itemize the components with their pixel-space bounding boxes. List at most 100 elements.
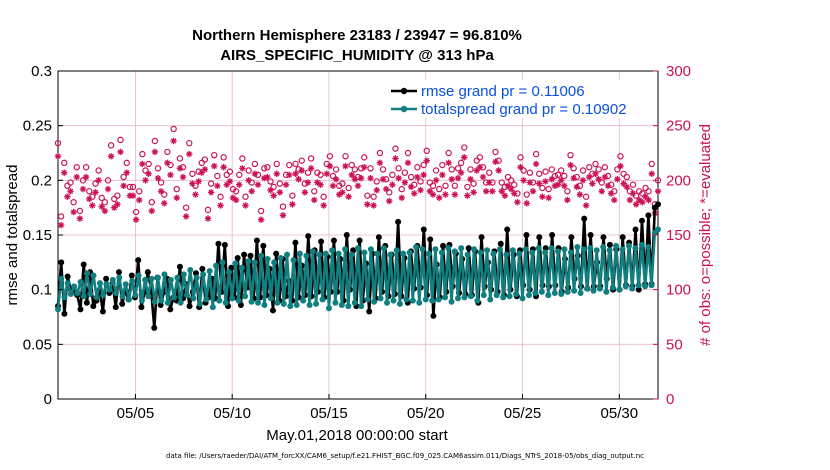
possible-obs-marker: [486, 169, 493, 176]
rmse-point: [167, 306, 174, 313]
asterisk-stroke: [483, 188, 489, 194]
evaluated-obs-marker: [317, 181, 324, 188]
rmse-point: [58, 259, 65, 266]
asterisk-stroke: [370, 202, 377, 209]
asterisk-stroke: [102, 208, 108, 214]
legend-spread-label: totalspread grand pr = 0.10902: [421, 101, 627, 118]
possible-obs-marker: [557, 167, 565, 174]
asterisk-stroke: [136, 197, 142, 203]
evaluated-obs-marker: [270, 192, 277, 199]
asterisk-stroke: [358, 175, 364, 181]
evaluated-obs-marker: [517, 164, 524, 171]
possible-obs-marker: [64, 182, 71, 189]
spread-point: [616, 286, 623, 293]
spread-point: [629, 285, 636, 292]
evaluated-obs-marker: [242, 202, 249, 209]
left-tick-label: 0.15: [23, 227, 52, 244]
evaluated-obs-marker: [392, 155, 399, 162]
evaluated-obs-marker: [79, 185, 87, 193]
asterisk-stroke: [605, 183, 611, 189]
rmse-point: [99, 308, 106, 315]
possible-obs-marker: [526, 169, 534, 176]
asterisk-stroke: [80, 186, 86, 192]
rmse-point: [186, 303, 193, 310]
spread-point: [222, 299, 229, 306]
evaluated-obs-marker: [179, 173, 187, 181]
asterisk-stroke: [511, 190, 517, 197]
spread-point: [138, 297, 145, 304]
asterisk-stroke: [442, 191, 449, 198]
asterisk-stroke: [349, 172, 355, 178]
spread-point: [229, 295, 236, 302]
evaluated-obs-marker: [398, 194, 405, 202]
spread-point: [632, 245, 639, 252]
evaluated-obs-marker: [292, 170, 299, 177]
asterisk-stroke: [61, 169, 67, 176]
evaluated-obs-marker: [579, 177, 587, 184]
left-tick-label: 0.3: [31, 63, 52, 80]
evaluated-obs-marker: [520, 177, 527, 184]
spread-point: [167, 276, 174, 283]
evaluated-obs-marker: [295, 176, 302, 183]
evaluated-obs-marker: [564, 196, 571, 204]
spread-point: [503, 251, 510, 258]
spread-point: [319, 296, 326, 303]
spread-point: [422, 296, 429, 303]
evaluated-obs-marker: [548, 176, 555, 183]
rmse-point: [234, 254, 241, 261]
asterisk-stroke: [633, 201, 639, 208]
evaluated-obs-marker: [645, 196, 652, 204]
asterisk-stroke: [152, 149, 158, 155]
evaluated-obs-marker: [479, 173, 487, 181]
evaluated-obs-marker: [167, 171, 174, 179]
possible-obs-marker: [226, 168, 234, 175]
evaluated-obs-marker: [301, 189, 309, 196]
spread-point: [100, 292, 107, 299]
asterisk-stroke: [333, 176, 339, 182]
rmse-point: [542, 245, 549, 252]
spread-point: [151, 298, 158, 305]
asterisk-stroke: [158, 188, 164, 194]
possible-obs-marker: [126, 183, 134, 191]
asterisk-stroke: [324, 171, 330, 177]
evaluated-obs-marker: [492, 158, 499, 165]
spread-point: [116, 274, 123, 281]
spread-point: [532, 289, 539, 296]
spread-point: [390, 297, 397, 304]
rmse-point: [430, 312, 437, 319]
asterisk-stroke: [242, 202, 249, 209]
possible-obs-marker: [251, 160, 259, 168]
possible-obs-marker: [92, 180, 99, 187]
evaluated-obs-marker: [161, 200, 168, 207]
asterisk-stroke: [595, 176, 602, 182]
possible-obs-marker: [270, 183, 277, 191]
possible-obs-marker: [114, 192, 121, 199]
possible-obs-marker: [132, 208, 140, 216]
asterisk-stroke: [227, 178, 233, 185]
evaluated-obs-marker: [482, 188, 490, 195]
spread-point: [525, 292, 532, 299]
asterisk-stroke: [355, 183, 361, 189]
asterisk-stroke: [124, 169, 130, 176]
evaluated-obs-marker: [226, 178, 234, 185]
possible-obs-marker: [532, 150, 540, 158]
evaluated-obs-marker: [617, 162, 624, 170]
spread-point: [190, 295, 197, 302]
asterisk-stroke: [220, 164, 227, 170]
rmse-point: [375, 234, 382, 241]
right-tick-label: 300: [666, 63, 691, 80]
x-tick-label: 05/05: [117, 405, 155, 422]
possible-obs-marker: [101, 198, 109, 206]
possible-obs-marker: [198, 159, 205, 167]
possible-obs-marker: [517, 154, 524, 161]
evaluated-obs-marker: [123, 169, 130, 176]
evaluated-obs-marker: [542, 178, 549, 185]
possible-obs-marker: [623, 173, 630, 181]
asterisk-stroke: [492, 159, 499, 165]
evaluated-obs-marker: [429, 191, 437, 198]
spread-point: [74, 289, 81, 296]
evaluated-obs-marker: [348, 171, 355, 179]
spread-point: [145, 293, 152, 300]
spread-point: [506, 293, 513, 300]
